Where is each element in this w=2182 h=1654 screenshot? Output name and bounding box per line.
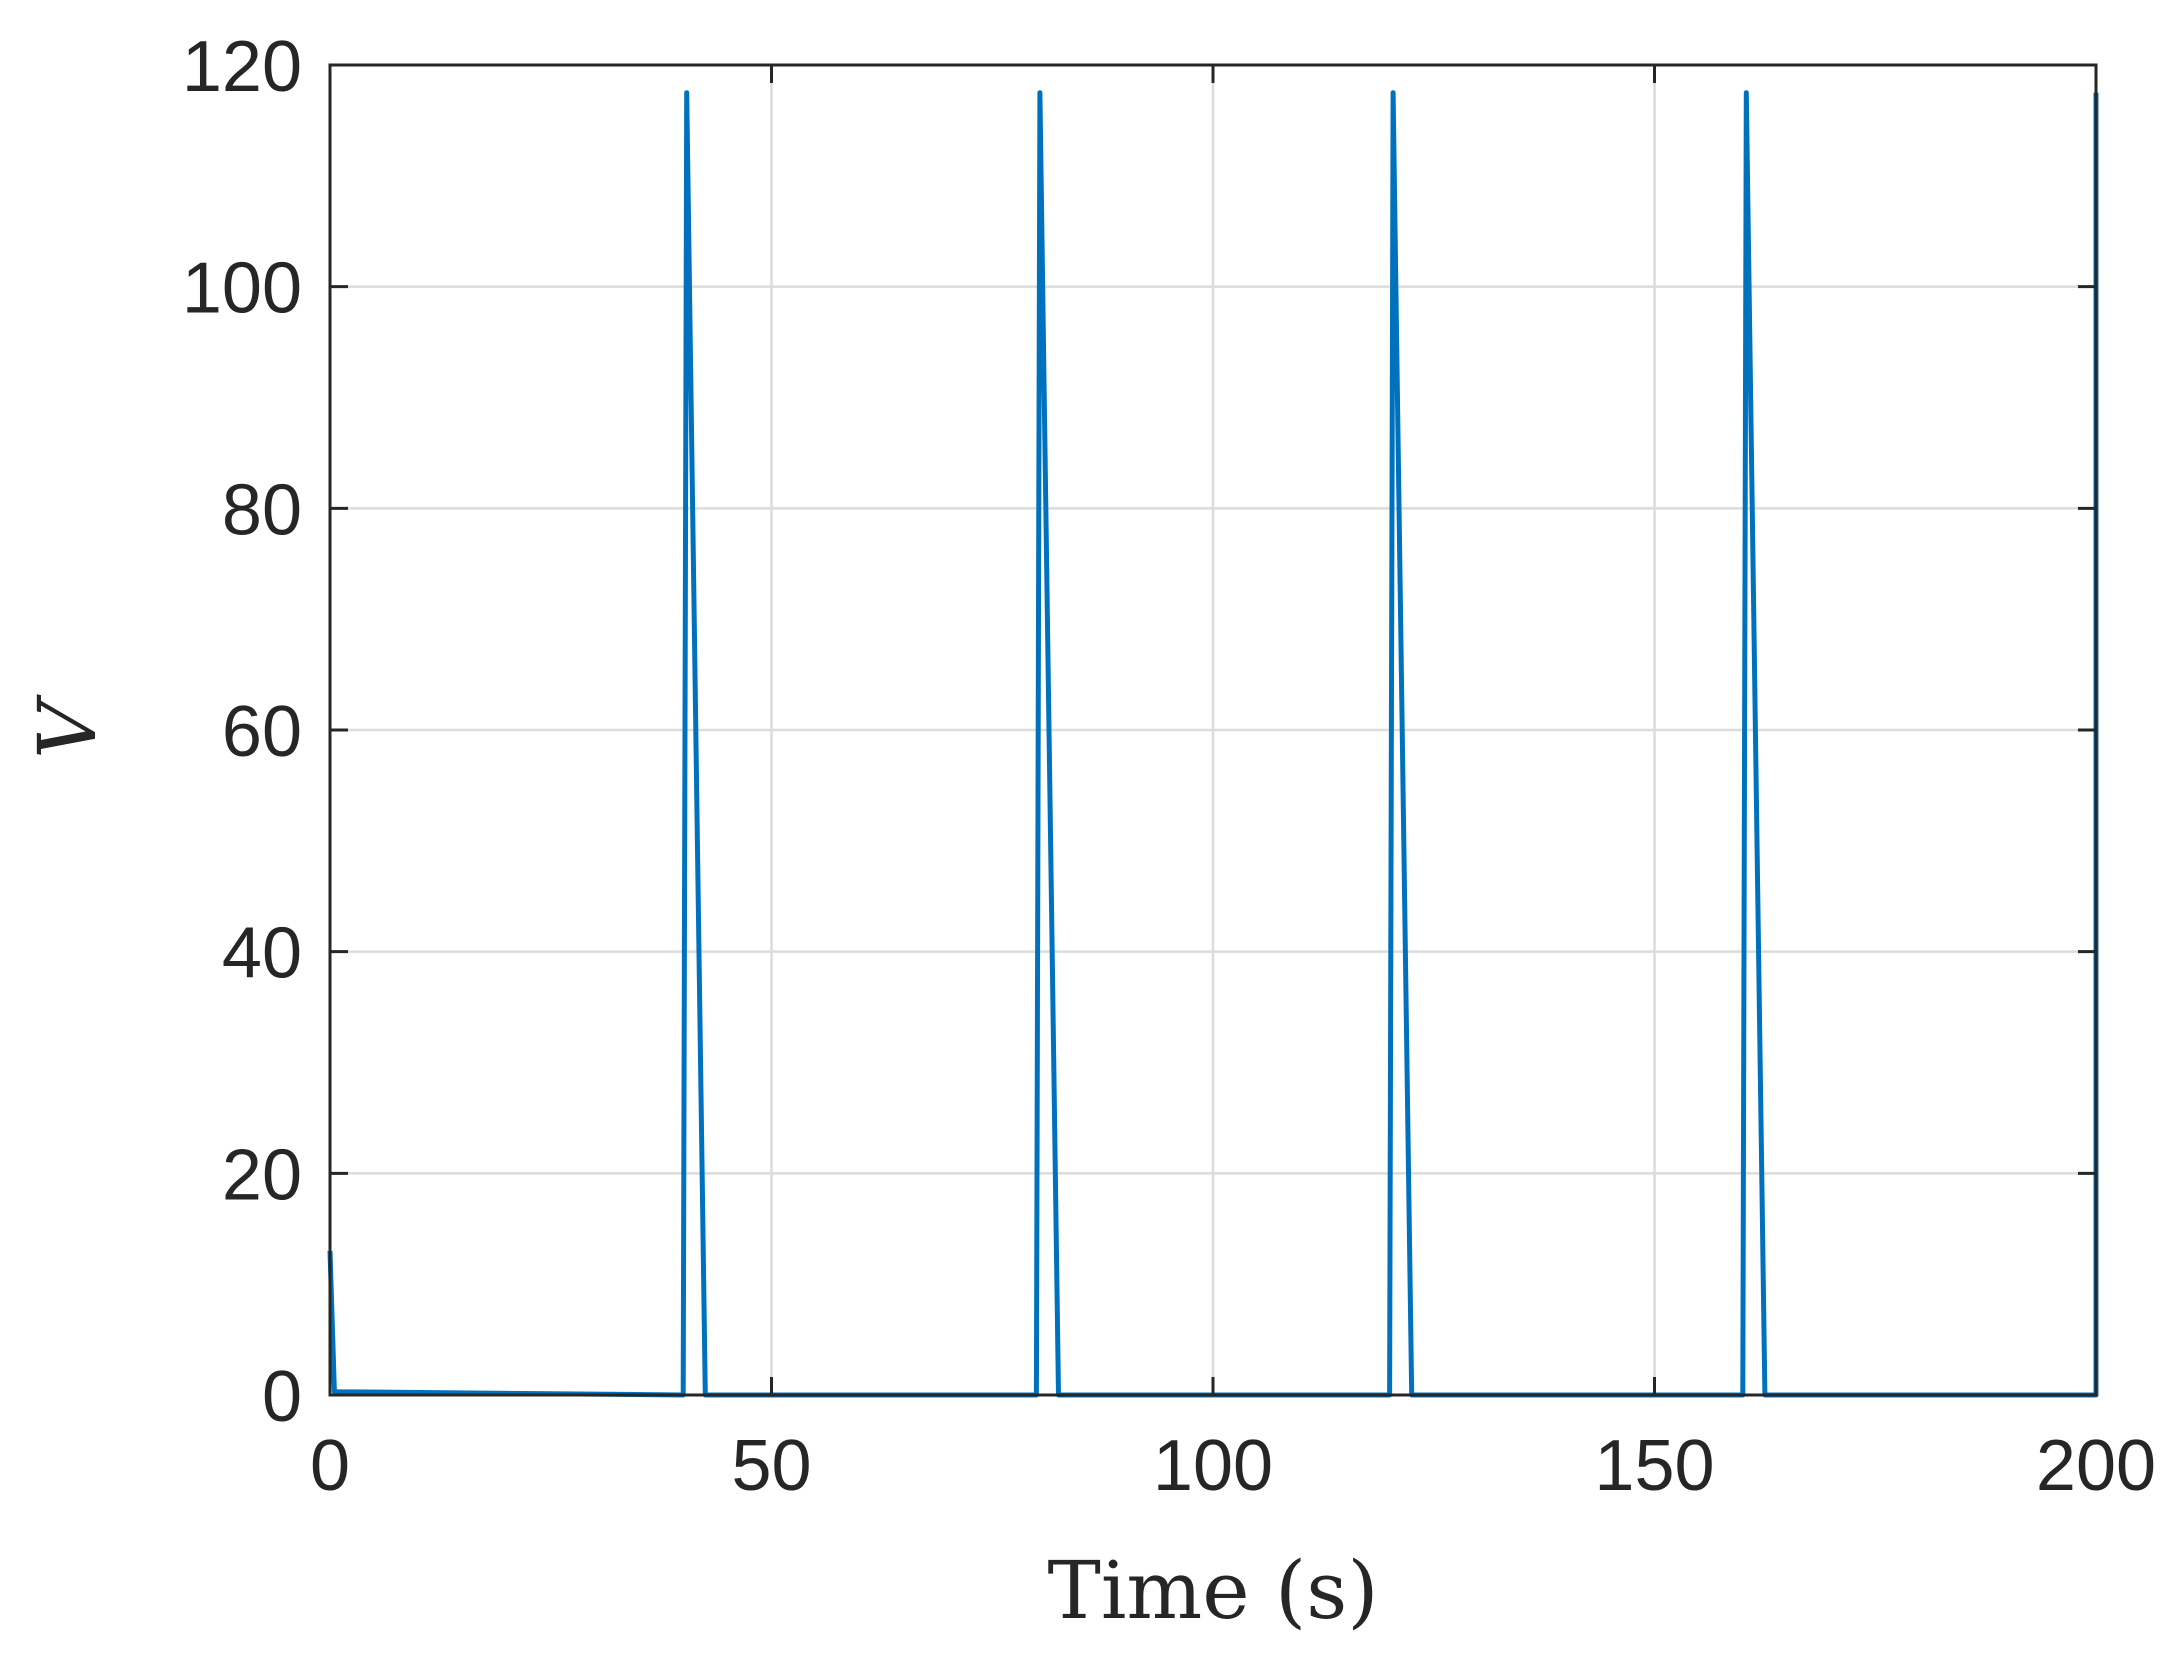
x-tick-label: 50 bbox=[731, 1426, 811, 1506]
x-tick-label: 100 bbox=[1153, 1426, 1273, 1506]
ticks bbox=[328, 63, 2098, 1397]
y-tick-label: 100 bbox=[182, 249, 302, 329]
x-tick-label: 200 bbox=[2036, 1426, 2156, 1506]
y-tick-label: 0 bbox=[262, 1357, 302, 1437]
x-axis-label: Time (s) bbox=[1047, 1544, 1378, 1637]
y-axis-label: V bbox=[21, 694, 114, 759]
x-tick-label: 0 bbox=[310, 1426, 350, 1506]
y-tick-label: 120 bbox=[182, 27, 302, 107]
y-tick-label: 20 bbox=[222, 1135, 302, 1215]
y-tick-label: 80 bbox=[222, 470, 302, 550]
y-tick-label: 60 bbox=[222, 692, 302, 772]
y-tick-label: 40 bbox=[222, 914, 302, 994]
tick-labels: 0 50 100 150 200 0 20 40 60 80 100 120 bbox=[182, 27, 2156, 1506]
grid bbox=[328, 63, 2098, 1397]
x-tick-label: 150 bbox=[1594, 1426, 1714, 1506]
